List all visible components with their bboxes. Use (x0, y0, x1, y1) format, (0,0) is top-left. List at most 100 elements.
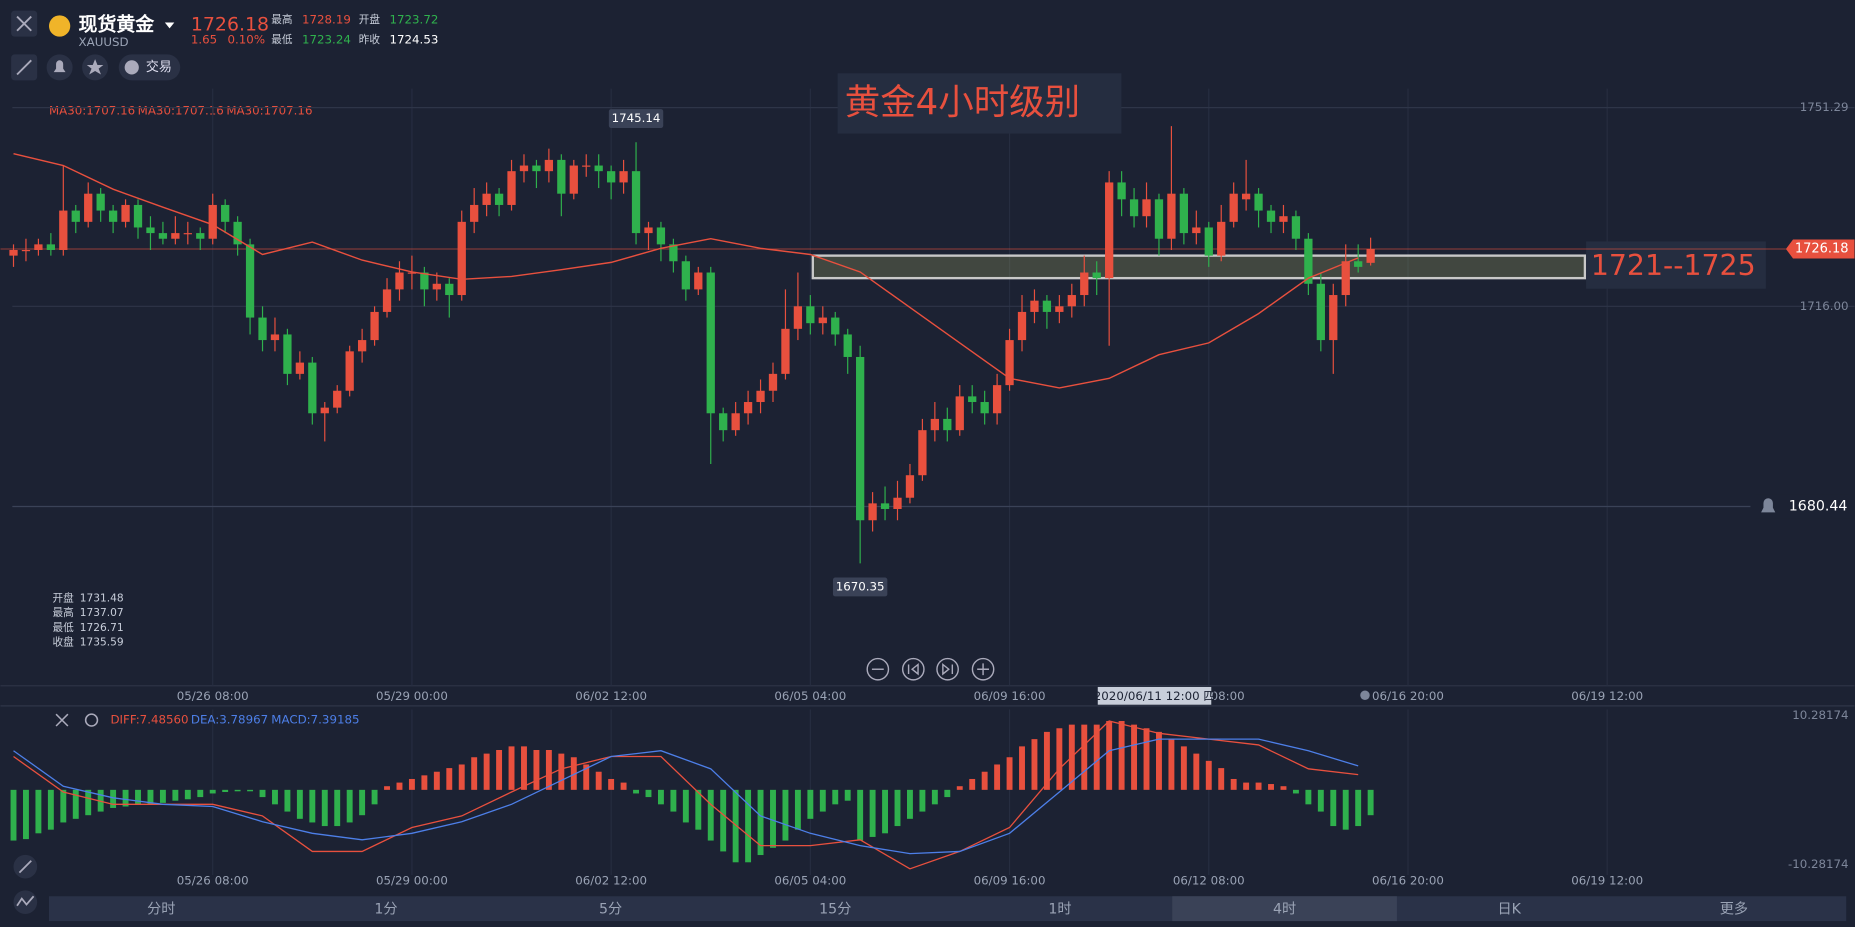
candle-body (345, 351, 354, 391)
candle-body (1366, 248, 1375, 263)
macd-bar (944, 789, 951, 798)
candle-body (756, 390, 765, 403)
ma-legend: MA30:1707.16 (226, 104, 312, 118)
candle-body (357, 340, 367, 352)
stat-value: 1728.19 (302, 13, 351, 27)
trade-icon (124, 60, 139, 75)
candle-body (992, 385, 1002, 414)
x-tick-label: 06/02 12:00 (575, 689, 647, 703)
macd-bar (321, 789, 328, 827)
candle-body (1092, 272, 1101, 279)
symbol: XAUUSD (79, 35, 129, 49)
info-value: 1735.59 (80, 636, 124, 649)
macd-bar (1006, 757, 1013, 790)
candle-body (557, 159, 566, 194)
macd-bar (47, 789, 54, 830)
trade-label[interactable]: 交易 (146, 59, 172, 75)
close-button[interactable] (11, 10, 38, 37)
candle-body (731, 413, 740, 431)
tab[interactable]: 分时 (147, 901, 175, 917)
candle-body (494, 193, 504, 205)
scroll-end[interactable] (936, 657, 959, 681)
candle-body (1354, 261, 1363, 267)
candle-body (171, 233, 180, 239)
candle-body (183, 233, 192, 235)
macd-bar (919, 789, 926, 812)
macd-bar (346, 789, 353, 823)
tab[interactable]: 1分 (374, 901, 397, 917)
macd-bar (969, 778, 976, 790)
candle-body (133, 204, 143, 228)
macd-bar (272, 789, 278, 805)
macd-close[interactable] (55, 713, 69, 727)
macd-bar (521, 746, 527, 790)
x-tick-label: 06/02 12:00 (575, 873, 647, 887)
tab[interactable]: 4时 (1273, 901, 1296, 917)
macd-bar (1218, 768, 1225, 790)
tool-button[interactable] (11, 54, 38, 81)
ma-line (13, 153, 1359, 389)
info-value: 1737.07 (80, 606, 124, 619)
candle-body (669, 244, 678, 262)
last-price-label: 1726.18 (1795, 241, 1849, 256)
tab[interactable]: 1时 (1048, 901, 1071, 917)
candle-body (320, 407, 329, 414)
macd-bar (10, 789, 17, 841)
tab[interactable]: 15分 (819, 901, 851, 917)
macd-bar (384, 786, 390, 790)
macd-bar (1193, 753, 1200, 790)
candle-body (407, 272, 417, 274)
candle-body (594, 165, 603, 172)
zoom-out[interactable] (866, 657, 890, 681)
candle-body (445, 283, 454, 296)
x-tick-label: 06/16 20:00 (1372, 873, 1444, 887)
macd-settings[interactable] (84, 713, 99, 727)
candle-body (1329, 295, 1338, 341)
candle-body (905, 475, 915, 498)
macd-bar (72, 789, 79, 819)
macd-bar (1280, 786, 1287, 790)
macd-bar (832, 789, 839, 805)
macd-bar (334, 789, 341, 827)
tab[interactable]: 5分 (599, 901, 622, 917)
macd-bar (583, 764, 590, 790)
tab[interactable]: 日K (1498, 901, 1522, 917)
candle-body (1017, 311, 1027, 341)
info-value: 1731.48 (80, 591, 124, 604)
macd-bar (645, 789, 652, 798)
macd-bar (1180, 746, 1187, 790)
macd-bar (1268, 784, 1274, 790)
macd-bar (857, 789, 864, 841)
candle-body (768, 373, 778, 391)
macd-bar (994, 764, 1001, 790)
macd-line (13, 720, 1359, 870)
extreme-label: 1745.14 (612, 111, 661, 125)
zone-box (811, 254, 1587, 280)
scroll-start[interactable] (901, 657, 925, 681)
info-label: 开盘 (53, 591, 75, 604)
dropdown-arrow[interactable] (164, 22, 175, 29)
x-tick-label: 05/29 00:00 (376, 689, 448, 703)
candle-body (1316, 283, 1325, 341)
macd-bar (247, 789, 254, 792)
macd-bar (807, 789, 814, 819)
tab[interactable]: 更多 (1720, 900, 1748, 917)
candle-body (1291, 216, 1301, 239)
macd-bar (296, 789, 303, 819)
candle-body (59, 210, 68, 250)
macd-line (13, 738, 1359, 855)
macd-bar (931, 789, 938, 805)
macd-bar (770, 789, 776, 848)
stat-label: 最高 (271, 13, 292, 26)
candle-body (1030, 300, 1039, 312)
macd-bar (1292, 789, 1299, 794)
candle-body (706, 272, 715, 414)
candle-body (880, 503, 890, 509)
zoom-in[interactable] (971, 657, 995, 681)
candle-body (46, 244, 55, 250)
macd-bar (446, 768, 453, 790)
macd-bar (620, 782, 627, 790)
macd-bar (819, 789, 826, 812)
candle-body (1154, 199, 1164, 239)
instrument-name[interactable]: 现货黄金 (79, 12, 156, 35)
